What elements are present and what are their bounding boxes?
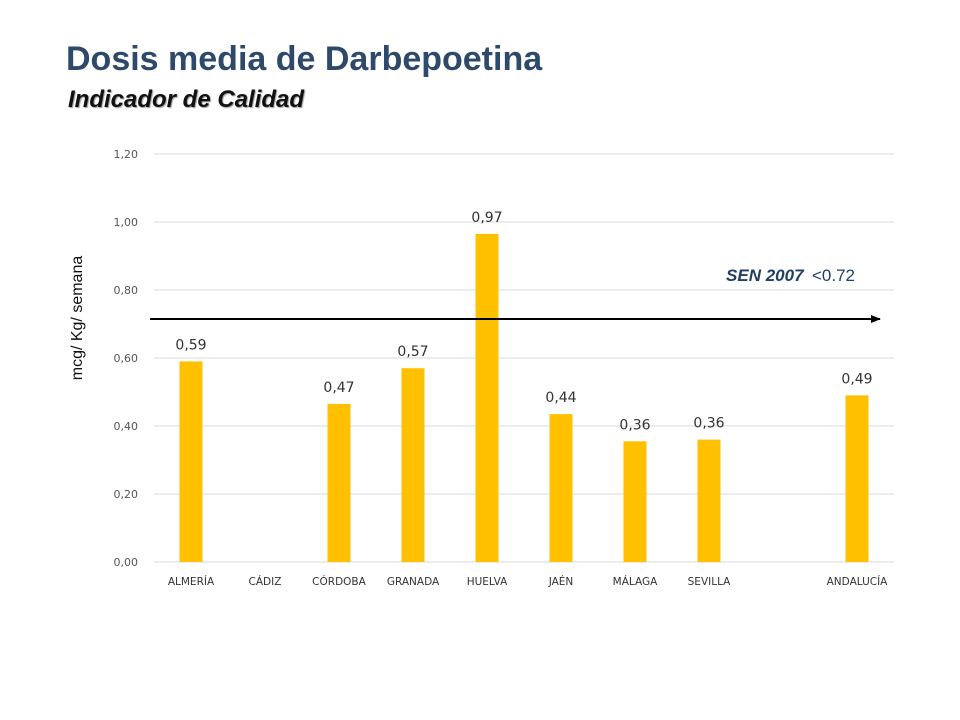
- y-tick-label: 0,00: [114, 556, 139, 569]
- y-tick-label: 0,20: [114, 488, 139, 501]
- grid-lines: [154, 153, 894, 563]
- reference-label: SEN 2007 <0.72: [726, 266, 855, 285]
- y-tick-label: 0,80: [114, 284, 139, 297]
- bar: [327, 403, 351, 562]
- bar: [623, 441, 647, 562]
- page-subtitle: Indicador de Calidad: [68, 86, 305, 113]
- bar: [549, 414, 573, 562]
- y-tick-label: 1,00: [114, 216, 139, 229]
- category-label: MÁLAGA: [613, 575, 658, 588]
- y-tick-label: 1,20: [114, 148, 139, 161]
- data-label: 0,36: [693, 416, 724, 432]
- reference-name: SEN 2007: [726, 266, 805, 285]
- category-labels: ALMERÍA CÁDIZ CÓRDOBA GRANADA HUELVA JAÉN MÁLA…: [168, 575, 888, 588]
- category-label: HUELVA: [467, 576, 508, 588]
- y-tick-labels: 0,00 0,20 0,40 0,60 0,80 1,00 1,20: [114, 148, 139, 569]
- category-label: GRANADA: [387, 576, 440, 588]
- bar: [845, 395, 869, 562]
- bars: [179, 233, 869, 562]
- bar: [475, 233, 499, 562]
- reference-value: <0.72: [812, 266, 855, 285]
- data-label: 0,57: [397, 344, 428, 360]
- category-label: CÓRDOBA: [312, 575, 366, 588]
- bar: [697, 439, 721, 562]
- data-label: 0,97: [471, 210, 502, 226]
- data-label: 0,59: [175, 337, 206, 353]
- page-title: Dosis media de Darbepoetina: [66, 40, 543, 78]
- data-labels: 0,59 0,47 0,57 0,97 0,44 0,36 0,36 0,49: [175, 210, 872, 433]
- category-label: SEVILLA: [688, 576, 732, 588]
- category-label: ANDALUCÍA: [827, 575, 889, 588]
- bar: [401, 368, 425, 562]
- data-label: 0,44: [545, 390, 576, 406]
- data-label: 0,36: [619, 417, 650, 433]
- data-label: 0,47: [323, 380, 354, 396]
- y-axis-label: mcg/ Kg/ semana: [69, 256, 86, 381]
- bar: [179, 361, 203, 562]
- y-tick-label: 0,40: [114, 420, 139, 433]
- category-label: JAÉN: [548, 575, 574, 588]
- y-tick-label: 0,60: [114, 352, 139, 365]
- data-label: 0,49: [841, 371, 872, 387]
- category-label: ALMERÍA: [168, 575, 215, 588]
- category-label: CÁDIZ: [249, 575, 282, 588]
